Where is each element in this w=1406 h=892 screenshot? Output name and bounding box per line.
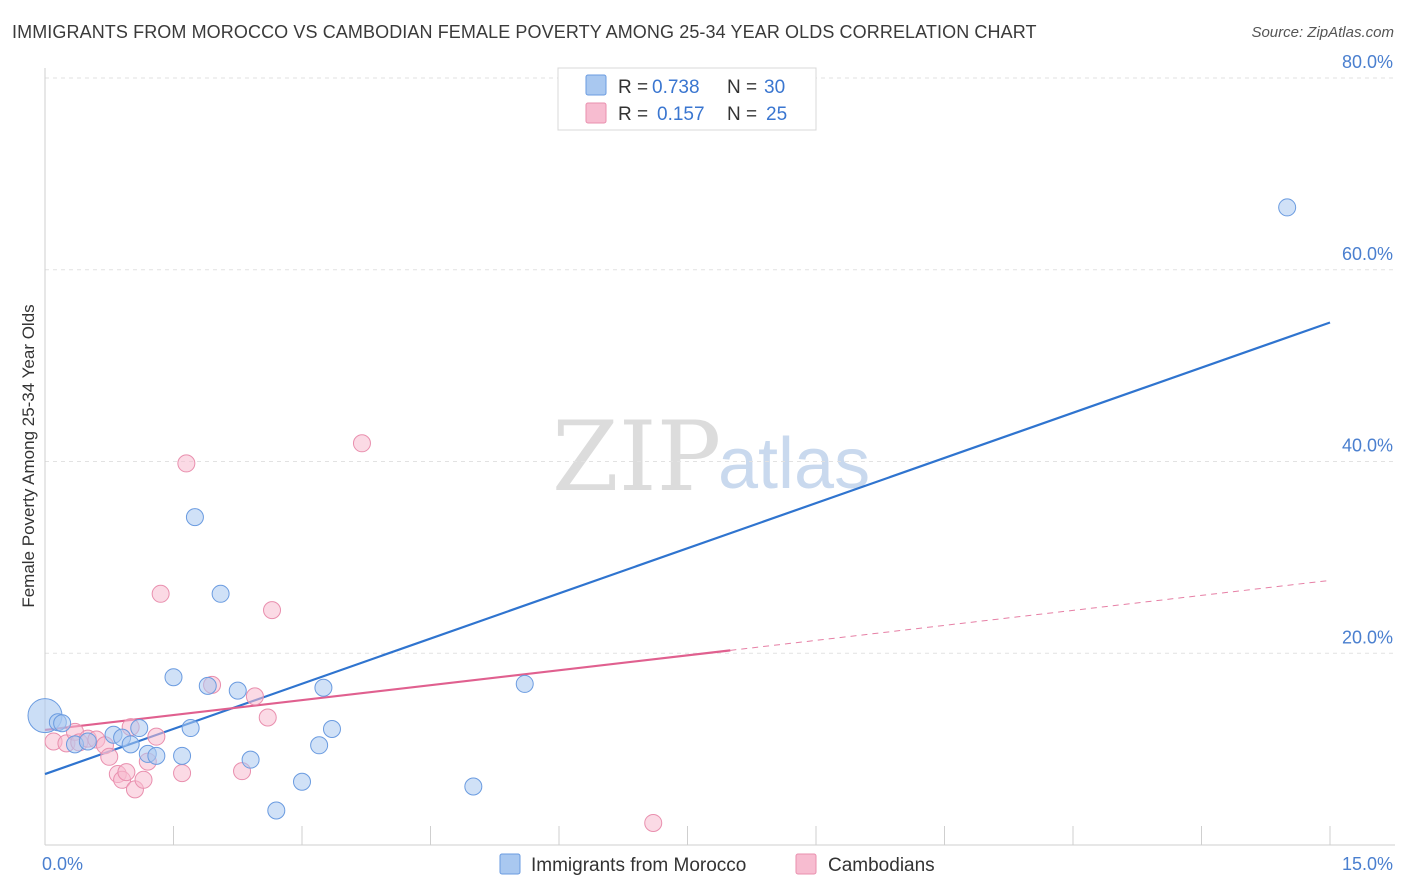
- point-cambodians: [100, 747, 119, 766]
- bottom-legend-morocco: Immigrants from Morocco: [531, 855, 746, 876]
- legend: R = 0.738 N = 30 R = 0.157 N = 25: [557, 67, 817, 131]
- data-points: [27, 198, 1297, 832]
- point-morocco: [198, 676, 217, 695]
- point-morocco: [515, 674, 534, 693]
- trend-line-cambodians-extension: [730, 579, 1331, 651]
- point-morocco: [314, 678, 333, 697]
- bottom-legend-cambodians: Cambodians: [828, 855, 935, 876]
- point-cambodians: [173, 764, 192, 783]
- point-morocco: [164, 668, 183, 687]
- point-morocco: [322, 719, 341, 738]
- x-tick-label-min: 0.0%: [42, 854, 83, 874]
- point-morocco: [78, 732, 97, 751]
- point-morocco: [310, 736, 329, 755]
- point-cambodians: [134, 770, 153, 789]
- point-morocco: [181, 719, 200, 738]
- x-tick-labels: 0.0% 15.0%: [42, 854, 1393, 874]
- y-tick-labels: 20.0% 40.0% 60.0% 80.0%: [1342, 52, 1393, 647]
- point-cambodians: [263, 601, 282, 620]
- watermark-zip: ZIP: [552, 401, 721, 513]
- legend-r-label-1: R =: [618, 77, 648, 98]
- point-cambodians: [644, 813, 663, 832]
- point-cambodians: [177, 454, 196, 473]
- legend-swatch-morocco: [585, 74, 607, 96]
- point-morocco: [241, 750, 260, 769]
- grid: [45, 77, 1395, 654]
- bottom-legend-swatch-morocco: [499, 853, 521, 875]
- point-morocco: [53, 714, 72, 733]
- y-tick-label: 60.0%: [1342, 244, 1393, 264]
- point-cambodians: [151, 584, 170, 603]
- watermark-atlas: atlas: [718, 424, 870, 504]
- point-morocco: [267, 801, 286, 820]
- point-morocco: [121, 735, 140, 754]
- point-cambodians: [352, 434, 371, 453]
- bottom-legend-swatch-cambodians: [795, 853, 817, 875]
- legend-n-label-1: N =: [727, 77, 757, 98]
- point-morocco: [185, 508, 204, 527]
- point-morocco: [173, 746, 192, 765]
- point-morocco: [464, 777, 483, 796]
- y-tick-label: 40.0%: [1342, 436, 1393, 456]
- source-label: Source: ZipAtlas.com: [1251, 24, 1394, 41]
- legend-n-label-2: N =: [727, 104, 757, 125]
- point-morocco: [1278, 198, 1297, 217]
- legend-r-label-2: R =: [618, 104, 648, 125]
- trend-lines: [44, 321, 1331, 776]
- x-tick-label-max: 15.0%: [1342, 854, 1393, 874]
- point-cambodians: [147, 727, 166, 746]
- y-axis-title: Female Poverty Among 25-34 Year Olds: [19, 304, 38, 607]
- point-cambodians: [245, 687, 264, 706]
- trend-line-cambodians: [44, 649, 731, 732]
- legend-n-value-1: 30: [764, 77, 785, 98]
- watermark: ZIP atlas: [552, 401, 870, 513]
- chart-title: IMMIGRANTS FROM MOROCCO VS CAMBODIAN FEM…: [12, 22, 1037, 42]
- trend-line-morocco: [44, 321, 1331, 776]
- point-cambodians: [117, 763, 136, 782]
- legend-r-value-2: 0.157: [657, 104, 705, 125]
- point-morocco: [130, 719, 149, 738]
- legend-n-value-2: 25: [766, 104, 787, 125]
- legend-swatch-cambodians: [585, 102, 607, 124]
- point-morocco: [228, 681, 247, 700]
- bottom-legend: Immigrants from Morocco Cambodians: [499, 853, 935, 876]
- point-cambodians: [258, 708, 277, 727]
- point-morocco: [147, 746, 166, 765]
- legend-r-value-1: 0.738: [652, 77, 700, 98]
- y-tick-label: 20.0%: [1342, 627, 1393, 647]
- point-morocco: [293, 772, 311, 791]
- y-tick-label: 80.0%: [1342, 52, 1393, 72]
- point-morocco: [211, 584, 230, 603]
